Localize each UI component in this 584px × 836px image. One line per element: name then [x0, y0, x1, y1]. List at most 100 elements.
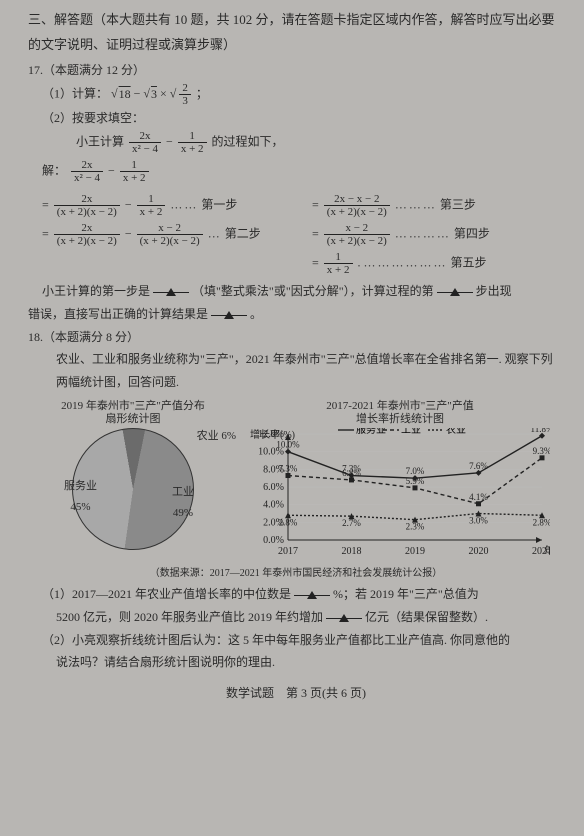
line-chart: 2017-2021 年泰州市"三产"产值 增长率折线统计图 0.0%2.0%4.… — [250, 400, 550, 560]
frac-num: 2 — [179, 82, 191, 94]
s5d: x + 2 — [324, 263, 353, 276]
pie-label-svc: 服务业 — [64, 480, 97, 492]
pie-pct-svc: 45% — [70, 501, 90, 513]
f1n: 2x — [129, 130, 161, 142]
concl-d: 错误，直接写出正确的计算结果是 — [28, 307, 208, 321]
frac-den: 3 — [179, 94, 191, 107]
concl-c: 步出现 — [476, 284, 512, 298]
s3d: (x + 2)(x − 2) — [324, 205, 390, 218]
svg-text:2.7%: 2.7% — [342, 519, 361, 529]
svg-text:11.8%: 11.8% — [531, 428, 550, 434]
pie-label-agri: 农业 6% — [197, 426, 236, 447]
svg-text:工业: 工业 — [401, 428, 421, 436]
q17-number: 17.（本题满分 12 分） — [28, 59, 564, 82]
svg-text:农业: 农业 — [446, 428, 466, 436]
q17-part1: （1）计算： √18 − √3 × √ 2 3 ； — [28, 82, 564, 107]
data-source: （数据来源：2017—2021 年泰州市国民经济和社会发展统计公报） — [28, 564, 564, 583]
part1-label: （1）计算： — [42, 87, 108, 101]
line-title-1: 2017-2021 年泰州市"三产"产值 — [250, 400, 550, 413]
q17-conclusion: 小王计算的第一步是 （填"整式乘法"或"因式分解"），计算过程的第 步出现 — [28, 280, 564, 303]
page-footer: 数学试题 第 3 页(共 6 页) — [28, 682, 564, 705]
q17-intro: 小王计算 2xx² − 4 − 1x + 2 的过程如下， — [28, 130, 564, 155]
sn2: 1 — [120, 159, 149, 171]
line-title-2: 增长率折线统计图 — [250, 413, 550, 426]
svg-text:10.0%: 10.0% — [276, 440, 300, 450]
p1b: %；若 2019 年"三产"总值为 — [333, 587, 479, 601]
blank-triangle-icon — [307, 591, 317, 599]
p1d: 亿元（结果保留整数）. — [365, 610, 488, 624]
svg-text:2018: 2018 — [342, 546, 362, 557]
pie-title-1: 2019 年泰州市"三产"产值分布 — [28, 400, 238, 413]
svg-text:6.8%: 6.8% — [342, 468, 361, 478]
s1ad: (x + 2)(x − 2) — [54, 205, 120, 218]
step5-tag: 第五步 — [451, 255, 487, 269]
svg-text:9.3%: 9.3% — [533, 446, 550, 456]
sqrt-18: 18 — [118, 87, 131, 101]
intro-after: 的过程如下， — [212, 135, 284, 149]
q17-conclusion2: 错误，直接写出正确的计算结果是 。 — [28, 303, 564, 326]
pie-chart: 2019 年泰州市"三产"产值分布 扇形统计图 农业 6% 工业 49% 服务业… — [28, 400, 238, 550]
q18-p1: （1）2017—2021 年农业产值增长率的中位数是 %；若 2019 年"三产… — [28, 583, 564, 606]
svg-text:7.6%: 7.6% — [469, 461, 488, 471]
f2d: x + 2 — [178, 142, 207, 155]
q18-p2: （2）小亮观察折线统计图后认为：这 5 年中每年服务业产值都比工业产值高. 你同… — [28, 629, 564, 652]
svg-text:4.0%: 4.0% — [263, 500, 284, 511]
svg-text:7.0%: 7.0% — [406, 467, 425, 477]
svg-text:0.0%: 0.0% — [263, 535, 284, 546]
s1bn: 1 — [137, 193, 166, 205]
q17-part2-label: （2）按要求填空： — [28, 107, 564, 130]
svg-text:2.8%: 2.8% — [533, 518, 550, 528]
s2an: 2x — [54, 222, 120, 234]
pie-label-ind: 工业 — [172, 486, 194, 498]
s4d: (x + 2)(x − 2) — [324, 234, 390, 247]
concl-e: 。 — [250, 307, 262, 321]
q17-solution: 解： 2xx² − 4 − 1x + 2 = 2x(x + 2)(x − 2) … — [28, 159, 564, 280]
svg-text:年份: 年份 — [544, 544, 550, 557]
s2ad: (x + 2)(x − 2) — [54, 234, 120, 247]
svg-text:2017: 2017 — [278, 546, 298, 557]
concl-a: 小王计算的第一步是 — [42, 284, 150, 298]
q18-p1c: 5200 亿元，则 2020 年服务业产值比 2019 年约增加 亿元（结果保留… — [28, 606, 564, 629]
svg-text:服务业: 服务业 — [356, 428, 386, 436]
f2n: 1 — [178, 130, 207, 142]
svg-text:2.3%: 2.3% — [406, 522, 425, 532]
svg-text:7.3%: 7.3% — [279, 464, 298, 474]
solve-label: 解： — [42, 164, 66, 178]
s3n: 2x − x − 2 — [324, 193, 390, 205]
s2bn: x − 2 — [137, 222, 203, 234]
sqrt-3: 3 — [150, 87, 157, 101]
blank-triangle-icon — [450, 288, 460, 296]
svg-text:2.8%: 2.8% — [279, 518, 298, 528]
s2bd: (x + 2)(x − 2) — [137, 234, 203, 247]
section-header: 三、解答题（本大题共有 10 题，共 102 分，请在答题卡指定区域内作答，解答… — [28, 8, 564, 57]
sn: 2x — [71, 159, 103, 171]
s1bd: x + 2 — [137, 205, 166, 218]
f1d: x² − 4 — [129, 142, 161, 155]
s4n: x − 2 — [324, 222, 390, 234]
charts-row: 2019 年泰州市"三产"产值分布 扇形统计图 农业 6% 工业 49% 服务业… — [28, 400, 564, 560]
svg-text:5.9%: 5.9% — [406, 476, 425, 486]
p1a: （1）2017—2021 年农业产值增长率的中位数是 — [42, 587, 291, 601]
concl-b: （填"整式乘法"或"因式分解"），计算过程的第 — [192, 284, 434, 298]
svg-text:2019: 2019 — [405, 546, 425, 557]
svg-text:6.0%: 6.0% — [263, 482, 284, 493]
step4-tag: 第四步 — [454, 226, 490, 240]
s5n: 1 — [324, 251, 353, 263]
step2-tag: 第二步 — [225, 226, 261, 240]
blank-triangle-icon — [224, 311, 234, 319]
blank-triangle-icon — [166, 288, 176, 296]
pie-title-2: 扇形统计图 — [28, 413, 238, 426]
svg-text:4.1%: 4.1% — [469, 492, 488, 502]
line-svg: 0.0%2.0%4.0%6.0%8.0%10.0%12.0%2017201820… — [250, 428, 550, 558]
pie-pct-ind: 49% — [173, 507, 193, 519]
q18-intro: 农业、工业和服务业统称为"三产"，2021 年泰州市"三产"总值增长率在全省排名… — [28, 348, 564, 394]
step1-tag: 第一步 — [201, 197, 237, 211]
svg-text:2020: 2020 — [469, 546, 489, 557]
q18-number: 18.（本题满分 8 分） — [28, 326, 564, 349]
blank-triangle-icon — [339, 614, 349, 622]
sd2: x + 2 — [120, 171, 149, 184]
s1an: 2x — [54, 193, 120, 205]
step3-tag: 第三步 — [440, 197, 476, 211]
intro-text: 小王计算 — [76, 135, 124, 149]
q18-p2b: 说法吗？请结合扇形统计图说明你的理由. — [28, 651, 564, 674]
